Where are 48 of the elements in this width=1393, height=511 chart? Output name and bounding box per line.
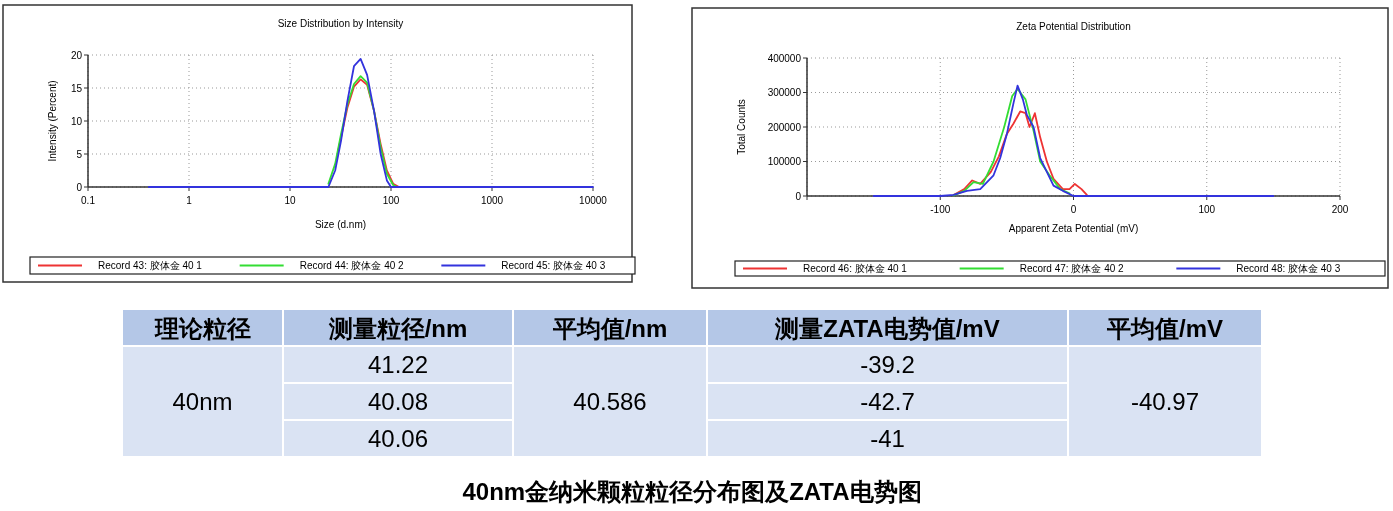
x-tick-label: 10000 xyxy=(579,195,608,206)
line-series xyxy=(872,84,1275,197)
text: 40nm xyxy=(172,388,233,415)
y-tick-label: 400000 xyxy=(767,52,802,64)
legend-label: Record 47: 胶体金 40 2 xyxy=(1019,263,1125,274)
y-tick-label: 10 xyxy=(70,115,83,127)
x-tick-label: 0.1 xyxy=(81,195,96,206)
legend-label: Record 45: 胶体金 40 3 xyxy=(501,260,606,271)
y-axis-title: Total Counts xyxy=(736,99,747,155)
text: 平均值/nm xyxy=(551,315,668,342)
x-tick-label: 1000 xyxy=(480,195,504,206)
x-tick-label: 100 xyxy=(382,195,400,206)
chart-title: Size Distribution by Intensity xyxy=(277,18,404,29)
legend-label: Record 46: 胶体金 40 1 xyxy=(803,263,908,274)
text: 41.22 xyxy=(367,351,429,378)
text: -42.7 xyxy=(860,388,915,415)
text: 40.08 xyxy=(367,388,429,415)
text: 40.586 xyxy=(573,388,647,415)
x-tick-label: 1 xyxy=(186,195,193,206)
y-tick-label: 100000 xyxy=(767,156,802,167)
y-tick-label: 200000 xyxy=(767,121,802,133)
x-tick-label: 200 xyxy=(1331,204,1349,215)
legend-label: Record 43: 胶体金 40 1 xyxy=(98,260,203,271)
legend-label: Record 44: 胶体金 40 2 xyxy=(299,260,405,271)
y-tick-label: 15 xyxy=(70,82,83,94)
text: -40.97 xyxy=(1130,388,1200,415)
text: 测量粒径/nm xyxy=(327,315,468,342)
x-tick-label: 0 xyxy=(1070,204,1077,215)
x-tick-label: 100 xyxy=(1198,204,1216,215)
x-tick-label: -100 xyxy=(930,204,951,215)
text: 测量ZATA电势值/mV xyxy=(774,315,1000,342)
y-tick-label: 5 xyxy=(76,148,83,160)
y-tick-label: 0 xyxy=(76,181,83,193)
line-series xyxy=(952,110,1088,196)
y-tick-label: 20 xyxy=(70,49,83,61)
text: 40.06 xyxy=(367,425,429,452)
x-axis-title: Apparent Zeta Potential (mV) xyxy=(1008,223,1139,234)
text: -41 xyxy=(870,425,905,452)
text: 平均值/mV xyxy=(1105,315,1224,342)
text: -39.2 xyxy=(860,351,915,378)
y-axis-title: Intensity (Percent) xyxy=(47,80,58,162)
x-axis-title: Size (d.nm) xyxy=(314,219,367,230)
chart-title: Zeta Potential Distribution xyxy=(1016,21,1131,32)
text: 40nm金纳米颗粒粒径分布图及ZATA电势图 xyxy=(462,478,922,505)
text: 理论粒径 xyxy=(153,315,251,342)
x-tick-label: 10 xyxy=(284,195,296,206)
legend-label: Record 48: 胶体金 40 3 xyxy=(1236,263,1341,274)
y-tick-label: 300000 xyxy=(767,87,802,98)
